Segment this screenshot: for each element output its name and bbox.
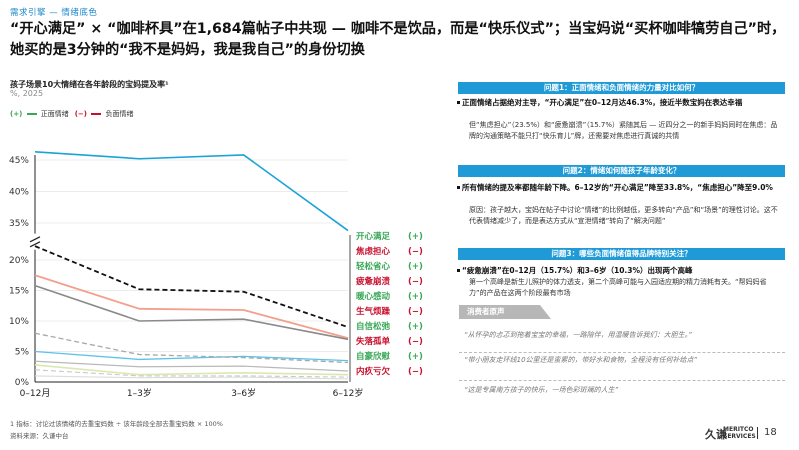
series-line-失落孤单 bbox=[34, 364, 349, 376]
page-headline: “开心满足” × “咖啡杯具”在1,684篇帖子中共现 — 咖啡不是饮品，而是“… bbox=[10, 21, 786, 58]
question-3-bullet: “疲惫崩溃”在0–12月（15.7%）和3–6岁（10.3%）出现两个高峰 bbox=[457, 265, 782, 276]
legend-negative: (−) 负面情绪 bbox=[75, 109, 134, 119]
axis-break-mark bbox=[29, 241, 41, 248]
series-line-内疚亏欠 bbox=[34, 375, 349, 380]
x-tick-label: 1–3岁 bbox=[127, 387, 152, 399]
series-sign: (+) bbox=[408, 262, 423, 272]
section-tag: 需求引擎 — 情绪底色 bbox=[10, 8, 98, 18]
company-logo-mark: 久谦 bbox=[705, 428, 727, 441]
logo-line-1: MERITCO bbox=[723, 426, 754, 433]
series-label: 疲惫崩溃 bbox=[356, 276, 391, 287]
series-label-layer: 开心满足 (+) 焦虑担心 (−) 轻松省心 (+) 疲惫崩溃 (−) 暖心感动 (+) 生气烦躁 (… bbox=[355, 231, 423, 377]
axis-break-mark bbox=[29, 236, 41, 243]
question-3-bar: 问题3：哪些负面情绪值得品牌特别关注？ bbox=[458, 248, 785, 260]
series-line-生气烦躁 bbox=[34, 350, 349, 362]
series-line-开心满足 bbox=[34, 151, 349, 232]
x-tick-label: 3–6岁 bbox=[231, 387, 256, 399]
grid-layer bbox=[35, 159, 348, 383]
page-divider bbox=[757, 427, 758, 439]
question-1-bullet: 正面情绪占据绝对主导，“开心满足”在0–12月达46.3%，接近半数宝妈在表达幸… bbox=[457, 97, 782, 108]
series-sign: (−) bbox=[408, 247, 423, 257]
question-2-bullet: 所有情绪的提及率都随年龄下降。6–12岁的“开心满足”降至33.8%，“焦虑担心… bbox=[457, 182, 782, 193]
y-tick-label: 35% bbox=[9, 219, 29, 229]
series-label: 内疚亏欠 bbox=[356, 366, 391, 377]
y-tick-label: 0% bbox=[15, 378, 30, 388]
series-line-轻松省心 bbox=[34, 284, 349, 341]
quote-divider bbox=[459, 380, 785, 381]
legend-positive-label: 正面情绪 bbox=[40, 110, 69, 118]
source-note: 资料来源：久谦中台 bbox=[10, 432, 69, 440]
series-sign: (+) bbox=[408, 292, 423, 302]
legend-positive-swatch bbox=[26, 113, 37, 115]
series-line-自信松弛 bbox=[34, 360, 349, 372]
page-number: 18 bbox=[764, 427, 777, 438]
question-2-bar: 问题2：情绪如何随孩子年龄变化？ bbox=[458, 165, 785, 177]
x-tick-label: 0–12月 bbox=[20, 388, 51, 399]
series-label: 自信松弛 bbox=[356, 321, 391, 332]
series-label: 生气烦躁 bbox=[356, 306, 391, 317]
series-layer bbox=[34, 151, 349, 380]
question-2-detail: 原因：孩子越大，宝妈在帖子中讨论“情绪”的比例越低，更多转向“产品”和“场景”的… bbox=[469, 206, 778, 225]
consumer-quote: “带小朋友走环线10公里还是蛮累的，带好水和食物，全程没有任何补给点” bbox=[464, 356, 698, 364]
question-1-detail: 但“焦虑担心”（23.5%）和“疲惫崩溃”（15.7%）紧随其后 — 近四分之一… bbox=[469, 121, 778, 140]
y-tick-label: 5% bbox=[15, 348, 30, 358]
series-line-自豪欣慰 bbox=[34, 369, 349, 378]
y-tick-label: 45% bbox=[9, 156, 29, 166]
series-sign: (−) bbox=[408, 337, 423, 347]
series-sign: (+) bbox=[408, 322, 423, 332]
y-tick-label: 40% bbox=[9, 188, 29, 198]
question-1-bar: 问题1：正面情绪和负面情绪的力量对比如何？ bbox=[458, 82, 785, 94]
series-line-焦虑担心 bbox=[34, 245, 349, 328]
y-tick-label: 15% bbox=[9, 287, 29, 297]
chart-legend: (+) 正面情绪 (−) 负面情绪 bbox=[10, 109, 133, 119]
x-tick-label: 6–12岁 bbox=[333, 387, 364, 399]
logo-line-2: SERVICES bbox=[723, 432, 756, 440]
axis-layer: 0% 5% 10% 15% 20% 35% 40% 45% 0–12月 1–3岁 3–6岁 6–12岁 bbox=[9, 155, 363, 399]
chart-subtitle: %, 2025 bbox=[10, 89, 44, 98]
series-label: 轻松省心 bbox=[356, 261, 391, 272]
series-label: 开心满足 bbox=[356, 231, 391, 242]
series-sign: (−) bbox=[408, 367, 423, 377]
series-line-疲惫崩溃 bbox=[34, 274, 349, 339]
question-3-detail: 第一个高峰是新生儿照护的体力透支，第二个高峰可能与入园适应期的精力消耗有关。“帮… bbox=[469, 278, 767, 297]
footnote: 1 指标：讨论过该情绪的去重宝妈数 ÷ 该年龄段全部去重宝妈数 × 100% bbox=[10, 420, 223, 428]
consumer-quote: “这是专属南方孩子的快乐，一场色彩斑斓的人生” bbox=[464, 386, 619, 394]
series-sign: (−) bbox=[408, 307, 423, 317]
emotion-line-chart: 0% 5% 10% 15% 20% 35% 40% 45% 0–12月 1–3岁 3–6岁 6–12岁… bbox=[9, 151, 423, 399]
chart-title: 孩子场景10大情绪在各年龄段的宝妈提及率¹ bbox=[10, 80, 169, 89]
legend-negative-sign: (−) bbox=[74, 110, 87, 118]
consumer-quote: “从怀孕的忐忑到拖着宝宝的幸福，一路陪伴，用温暖告诉我们：大胆生。” bbox=[464, 331, 692, 339]
series-label: 自豪欣慰 bbox=[356, 351, 391, 362]
legend-negative-swatch bbox=[91, 113, 102, 115]
consumer-voice-header: 消费者原声 bbox=[459, 305, 551, 319]
legend-positive: (+) 正面情绪 bbox=[10, 109, 69, 119]
series-sign: (−) bbox=[408, 277, 423, 287]
quote-divider bbox=[459, 352, 785, 353]
series-label: 焦虑担心 bbox=[355, 246, 391, 257]
series-sign: (+) bbox=[408, 352, 423, 362]
y-tick-label: 20% bbox=[9, 256, 29, 266]
legend-negative-label: 负面情绪 bbox=[105, 110, 134, 118]
y-tick-label: 10% bbox=[9, 317, 29, 327]
legend-positive-sign: (+) bbox=[10, 110, 23, 118]
company-logo-text: MERITCO SERVICES bbox=[723, 426, 756, 440]
series-label: 暖心感动 bbox=[356, 291, 391, 302]
series-label: 失落孤单 bbox=[356, 336, 391, 347]
series-sign: (+) bbox=[408, 232, 423, 242]
